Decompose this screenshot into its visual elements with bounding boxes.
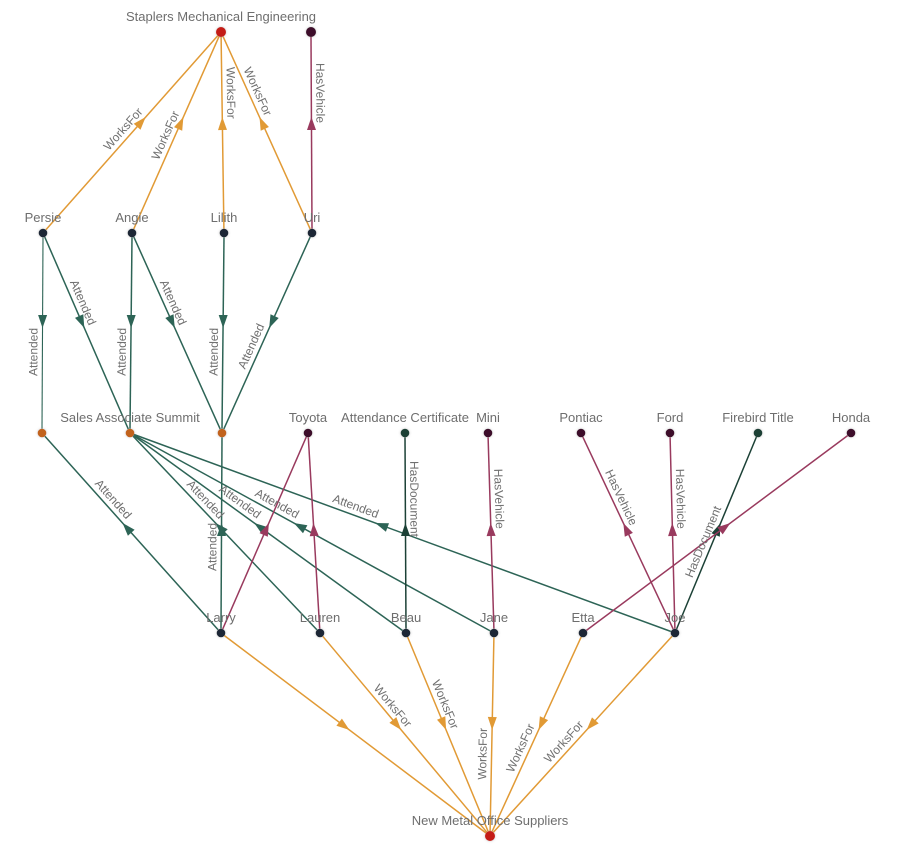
svg-text:New Metal Office Suppliers: New Metal Office Suppliers xyxy=(412,813,569,828)
svg-text:WorksFor: WorksFor xyxy=(223,67,238,119)
svg-text:HasVehicle: HasVehicle xyxy=(673,469,688,530)
svg-text:Angie: Angie xyxy=(115,210,148,225)
svg-text:Staplers Mechanical Engineerin: Staplers Mechanical Engineering xyxy=(126,9,316,24)
svg-text:Larry: Larry xyxy=(206,610,236,625)
svg-text:WorksFor: WorksFor xyxy=(475,728,490,780)
svg-text:Uri: Uri xyxy=(304,210,321,225)
svg-text:Mini: Mini xyxy=(476,410,500,425)
svg-text:HasVehicle: HasVehicle xyxy=(491,469,507,530)
svg-text:Toyota: Toyota xyxy=(289,410,328,425)
svg-text:Attended: Attended xyxy=(207,328,222,376)
svg-text:Persie: Persie xyxy=(25,210,62,225)
svg-text:Ford: Ford xyxy=(657,410,684,425)
svg-text:Attended: Attended xyxy=(26,328,40,376)
svg-text:Honda: Honda xyxy=(832,410,871,425)
svg-text:HasVehicle: HasVehicle xyxy=(313,63,327,123)
svg-text:HasDocument: HasDocument xyxy=(407,461,421,538)
svg-text:Attended: Attended xyxy=(115,328,130,376)
svg-text:Attendance Certificate: Attendance Certificate xyxy=(341,410,469,425)
svg-text:Joe: Joe xyxy=(665,610,686,625)
svg-text:Lauren: Lauren xyxy=(300,610,340,625)
svg-text:Firebird Title: Firebird Title xyxy=(722,410,794,425)
svg-text:Jane: Jane xyxy=(480,610,508,625)
svg-text:Beau: Beau xyxy=(391,610,421,625)
svg-text:Etta: Etta xyxy=(571,610,595,625)
svg-text:Attended: Attended xyxy=(205,523,219,571)
svg-text:Sales Associate Summit: Sales Associate Summit xyxy=(60,410,200,425)
svg-text:Lilith: Lilith xyxy=(211,210,238,225)
svg-text:Pontiac: Pontiac xyxy=(559,410,603,425)
